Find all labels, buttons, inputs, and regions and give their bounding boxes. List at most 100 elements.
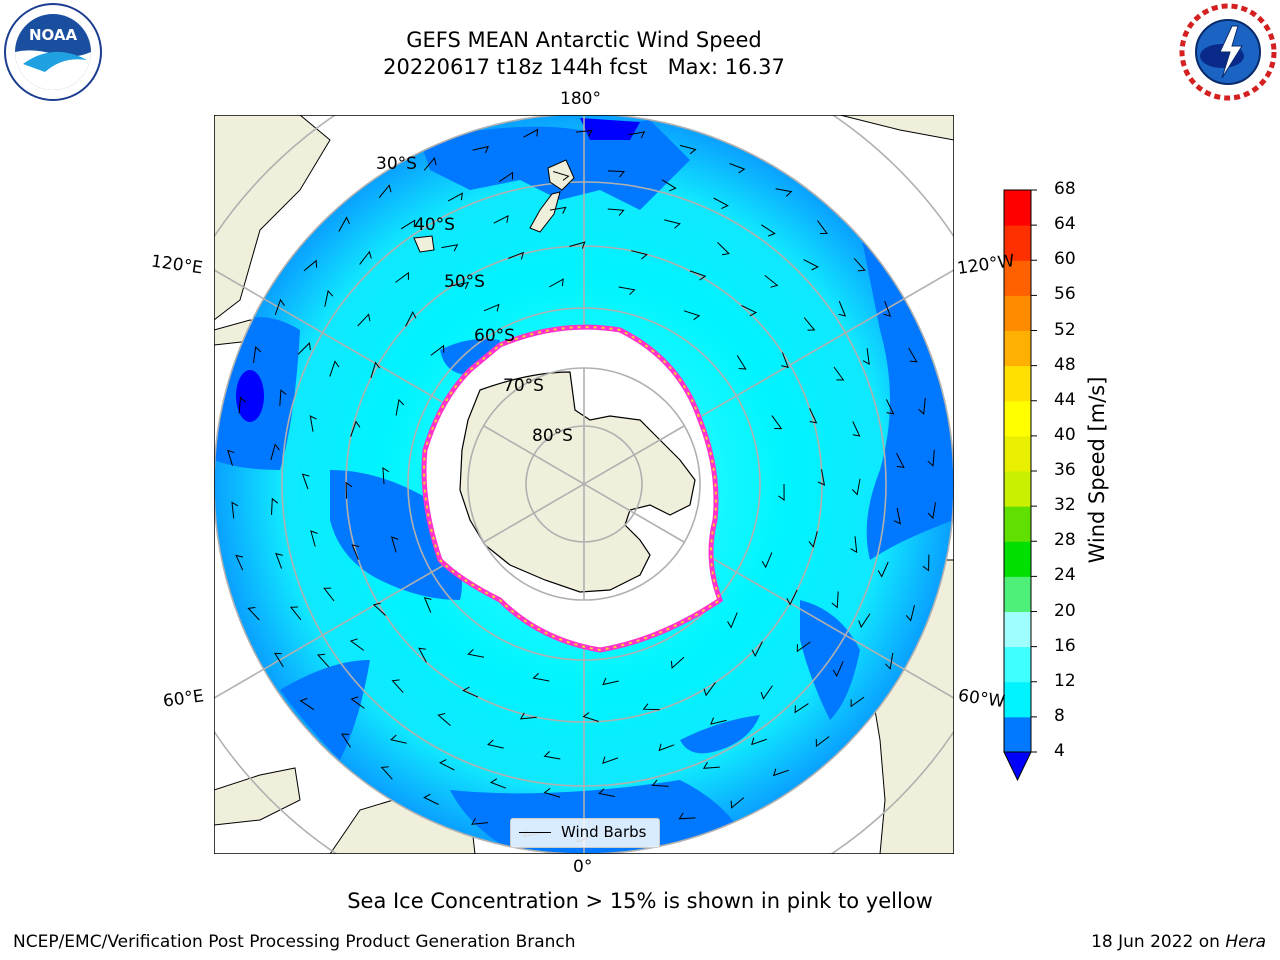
wind-barb bbox=[279, 389, 287, 407]
wind-barb bbox=[717, 242, 730, 256]
colorbar bbox=[1003, 189, 1037, 782]
wind-barb bbox=[275, 552, 283, 569]
wind-barb bbox=[602, 756, 619, 764]
colorbar-tick-label: 36 bbox=[1054, 460, 1076, 480]
wind-barb bbox=[452, 281, 470, 290]
wind-barb bbox=[918, 397, 926, 415]
wind-barb bbox=[438, 759, 455, 771]
wind-barb bbox=[713, 197, 729, 210]
wind-barb bbox=[775, 188, 793, 197]
wind-barb bbox=[850, 696, 865, 708]
wind-barb bbox=[771, 415, 783, 430]
wind-barb bbox=[803, 259, 819, 271]
wind-barb bbox=[340, 733, 351, 748]
wind-barb bbox=[231, 501, 239, 519]
wind-barb bbox=[664, 219, 681, 229]
wind-barb bbox=[423, 793, 439, 805]
lat-label-30s: 30°S bbox=[376, 154, 417, 174]
island-land bbox=[413, 159, 575, 253]
wind-barb bbox=[862, 348, 870, 366]
wind-barb bbox=[809, 408, 818, 424]
wind-barb bbox=[833, 366, 845, 381]
colorbar-segment bbox=[1004, 646, 1031, 683]
wind-barb bbox=[803, 317, 816, 331]
colorbar-segment bbox=[1004, 365, 1031, 402]
wind-barb bbox=[382, 467, 390, 485]
wind-barb bbox=[778, 483, 785, 501]
wind-barb bbox=[885, 399, 895, 415]
wind-barb bbox=[359, 250, 372, 265]
wind-barb bbox=[905, 604, 915, 622]
lat-label-80s: 80°S bbox=[532, 426, 573, 446]
wind-barb bbox=[490, 778, 507, 789]
wind-barb bbox=[575, 129, 593, 137]
wind-barb bbox=[316, 653, 330, 668]
wind-barb bbox=[423, 597, 432, 613]
wind-barb bbox=[678, 812, 696, 820]
wind-barb bbox=[380, 766, 393, 780]
wind-barb bbox=[877, 561, 889, 578]
wind-barb bbox=[493, 215, 509, 224]
wind-barb bbox=[418, 647, 427, 663]
footer-machine: Hera bbox=[1225, 932, 1266, 952]
wind-barb bbox=[851, 478, 861, 496]
wind-barb bbox=[761, 224, 776, 237]
colorbar-segment bbox=[1004, 190, 1031, 226]
colorbar-segment bbox=[1004, 611, 1031, 648]
footer-date: 18 Jun 2022 on Hera bbox=[1091, 932, 1266, 952]
colorbar-tick-label: 40 bbox=[1054, 424, 1076, 445]
wind-barb bbox=[430, 344, 445, 356]
wind-barb bbox=[372, 602, 386, 616]
wind-barb bbox=[390, 536, 399, 553]
wind-barb bbox=[508, 251, 525, 260]
colorbar-tick-label: 52 bbox=[1054, 319, 1076, 340]
wind-barb bbox=[922, 554, 930, 572]
wind-barb bbox=[400, 219, 416, 230]
wind-barb bbox=[927, 502, 936, 520]
wind-barb bbox=[270, 443, 280, 461]
wind-barb bbox=[483, 303, 500, 312]
colorbar-segment bbox=[1004, 330, 1031, 367]
wind-barb bbox=[274, 298, 285, 316]
wind-barb bbox=[310, 530, 318, 547]
wind-barb bbox=[235, 554, 244, 571]
wind-barb bbox=[338, 216, 350, 232]
nws-logo bbox=[1178, 2, 1278, 102]
wind-barb bbox=[761, 552, 773, 569]
lat-label-40s: 40°S bbox=[414, 215, 455, 235]
wind-barb bbox=[683, 310, 701, 321]
wind-barb bbox=[736, 355, 747, 370]
wind-barb bbox=[781, 352, 789, 369]
colorbar-tick-label: 56 bbox=[1054, 284, 1076, 305]
wind-barb bbox=[679, 144, 697, 155]
wind-barb bbox=[569, 241, 586, 249]
colorbar-segment bbox=[1004, 541, 1031, 577]
lon-label-0: 0° bbox=[573, 857, 593, 877]
wind-barb bbox=[817, 220, 828, 234]
colorbar-tick-label: 44 bbox=[1054, 389, 1076, 410]
wind-barb bbox=[658, 743, 675, 752]
wind-barb bbox=[395, 398, 405, 416]
wind-barb bbox=[602, 677, 619, 686]
colorbar-segment bbox=[1004, 506, 1031, 542]
wind-barb bbox=[472, 145, 490, 154]
wind-barb bbox=[549, 206, 567, 214]
antarctica-landmass bbox=[459, 371, 696, 593]
colorbar-tick-label: 32 bbox=[1054, 495, 1076, 516]
wind-barb bbox=[324, 289, 334, 307]
footer-date-text: 18 Jun 2022 on bbox=[1091, 932, 1226, 952]
wind-barb bbox=[796, 641, 811, 653]
wind-barb bbox=[832, 661, 844, 677]
wind-barb bbox=[751, 641, 763, 658]
wind-barb bbox=[661, 179, 677, 192]
wind-barb bbox=[815, 736, 830, 748]
wind-barb bbox=[543, 788, 561, 798]
colorbar-tick-label: 60 bbox=[1054, 249, 1076, 270]
wind-barb bbox=[817, 469, 826, 486]
wind-barb bbox=[794, 703, 809, 714]
sea-ice-caption: Sea Ice Concentration > 15% is shown in … bbox=[347, 889, 933, 913]
wind-barb bbox=[253, 345, 262, 363]
wind-barb bbox=[441, 244, 459, 252]
lat-label-60s: 60°S bbox=[474, 326, 515, 346]
